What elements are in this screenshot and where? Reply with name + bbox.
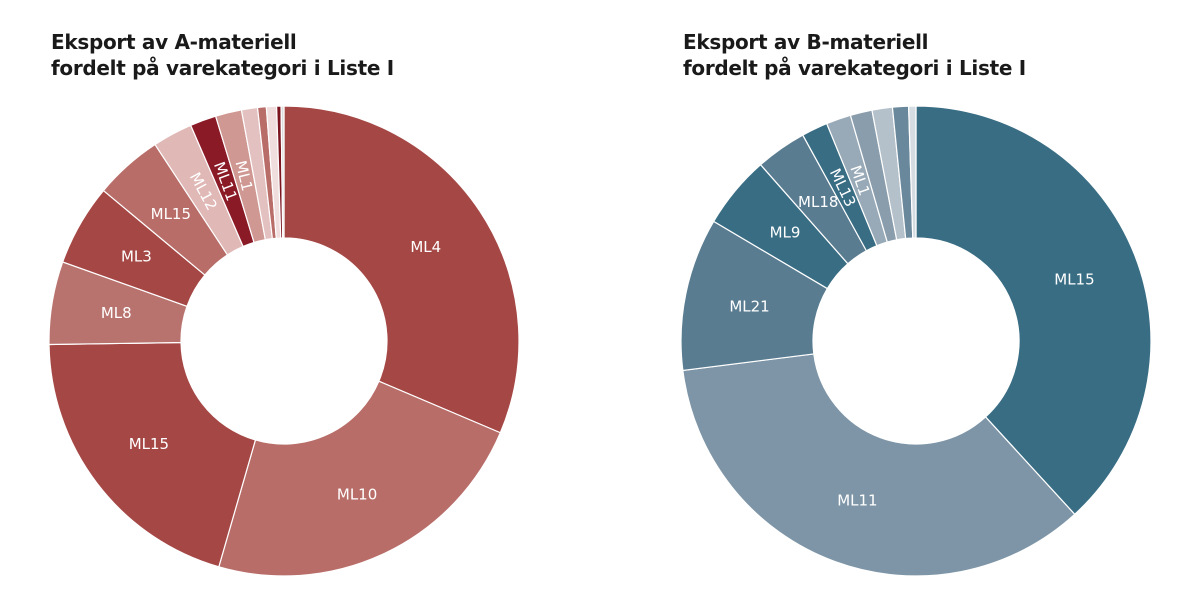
slice-label: ML4 bbox=[410, 238, 441, 256]
slice-label: ML15 bbox=[151, 205, 191, 223]
slice-ml15[interactable] bbox=[48, 341, 257, 568]
slice-label: ML15 bbox=[129, 435, 169, 453]
chart-a-title-line1: Eksport av A-materiell bbox=[51, 30, 297, 54]
slice-label: ML10 bbox=[337, 485, 377, 503]
chart-a-title-line2: fordelt på varekategori i Liste I bbox=[51, 56, 394, 80]
slice-label: ML15 bbox=[1054, 270, 1094, 288]
slice-ml10[interactable] bbox=[218, 380, 502, 577]
slice-ml4[interactable] bbox=[283, 105, 520, 434]
slice-label: ML3 bbox=[121, 248, 152, 266]
slice-ml11[interactable] bbox=[682, 353, 1076, 577]
chart-b-title-line1: Eksport av B-materiell bbox=[683, 30, 929, 54]
slice-label: ML11 bbox=[837, 492, 877, 510]
slice-label: ML18 bbox=[798, 193, 838, 211]
slice-unlabeled[interactable] bbox=[907, 105, 917, 239]
chart-a-title: Eksport av A-materiell fordelt på vareka… bbox=[51, 29, 394, 81]
slice-ml15[interactable] bbox=[915, 105, 1152, 516]
slice-label: ML21 bbox=[729, 298, 769, 316]
slice-label: ML8 bbox=[101, 304, 132, 322]
slice-unlabeled[interactable] bbox=[280, 105, 285, 239]
chart-b-title-line2: fordelt på varekategori i Liste I bbox=[683, 56, 1026, 80]
slice-label: ML9 bbox=[770, 224, 801, 242]
chart-b-title: Eksport av B-materiell fordelt på vareka… bbox=[683, 29, 1026, 81]
